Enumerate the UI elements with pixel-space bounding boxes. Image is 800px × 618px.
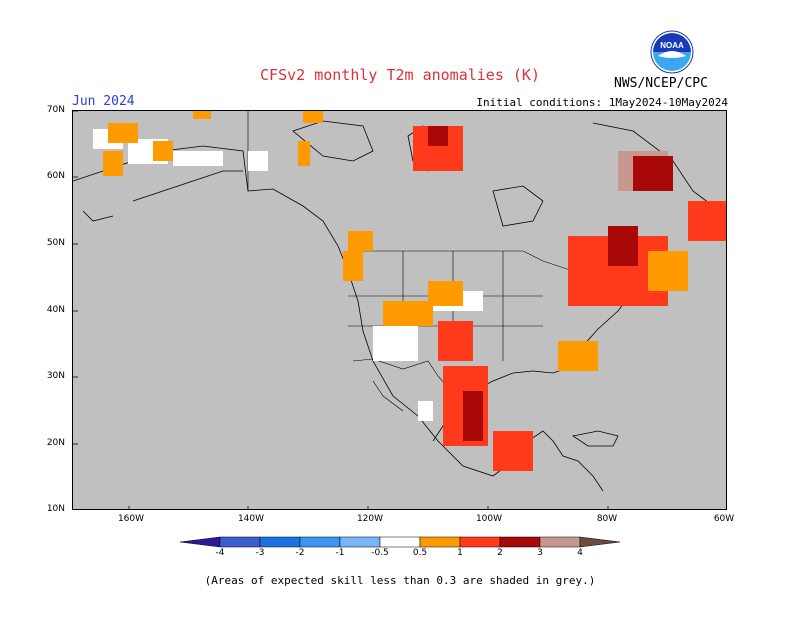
lon-label-140w: 140W bbox=[237, 514, 265, 524]
lat-label-30n: 30N bbox=[46, 371, 65, 381]
colorbar-tick-label: -4 bbox=[215, 548, 225, 558]
colorbar-segment bbox=[459, 536, 501, 548]
colorbar-tick-label: -2 bbox=[295, 548, 305, 558]
colorbar-segment bbox=[219, 536, 261, 548]
colorbar-tick-label: 1 bbox=[457, 548, 463, 558]
lat-label-50n: 50N bbox=[46, 238, 65, 248]
colorbar-segment bbox=[539, 536, 581, 548]
map-canvas bbox=[73, 111, 726, 509]
lon-label-60w: 60W bbox=[713, 514, 735, 524]
colorbar-segment bbox=[259, 536, 301, 548]
footer-note: (Areas of expected skill less than 0.3 a… bbox=[204, 574, 596, 587]
noaa-logo: NOAA bbox=[650, 30, 694, 74]
lat-label-40n: 40N bbox=[46, 305, 65, 315]
lat-label-60n: 60N bbox=[46, 171, 65, 181]
colorbar-tick-label: -1 bbox=[335, 548, 345, 558]
colorbar-segment bbox=[379, 536, 421, 548]
noaa-logo-text: NOAA bbox=[660, 41, 684, 50]
colorbar-segment bbox=[179, 536, 221, 548]
colorbar bbox=[179, 536, 621, 548]
colorbar-segment bbox=[299, 536, 341, 548]
lon-label-100w: 100W bbox=[475, 514, 503, 524]
month-label: Jun 2024 bbox=[72, 94, 135, 109]
agency-label: NWS/NCEP/CPC bbox=[614, 76, 708, 91]
colorbar-segment bbox=[419, 536, 461, 548]
colorbar-tick-label: -3 bbox=[255, 548, 265, 558]
near-normal-regions bbox=[93, 129, 483, 421]
colorbar-tick-label: 0.5 bbox=[412, 548, 428, 558]
colorbar-tick-label: 2 bbox=[497, 548, 503, 558]
colorbar-segment bbox=[339, 536, 381, 548]
warm-anomaly-regions bbox=[103, 111, 726, 471]
chart-title: CFSv2 monthly T2m anomalies (K) bbox=[260, 66, 540, 84]
anomaly-map bbox=[72, 110, 727, 510]
lon-label-160w: 160W bbox=[117, 514, 145, 524]
lon-label-120w: 120W bbox=[356, 514, 384, 524]
lon-label-80w: 80W bbox=[596, 514, 618, 524]
colorbar-segment bbox=[499, 536, 541, 548]
lat-label-70n: 70N bbox=[46, 105, 65, 115]
colorbar-segment bbox=[579, 536, 621, 548]
colorbar-tick-label: 3 bbox=[537, 548, 543, 558]
colorbar-tick-label: -0.5 bbox=[371, 548, 389, 558]
lat-label-10n: 10N bbox=[46, 504, 65, 514]
graticule-ticks bbox=[73, 111, 609, 509]
lat-label-20n: 20N bbox=[46, 438, 65, 448]
colorbar-tick-label: 4 bbox=[577, 548, 583, 558]
initial-conditions-label: Initial conditions: 1May2024-10May2024 bbox=[476, 96, 728, 109]
